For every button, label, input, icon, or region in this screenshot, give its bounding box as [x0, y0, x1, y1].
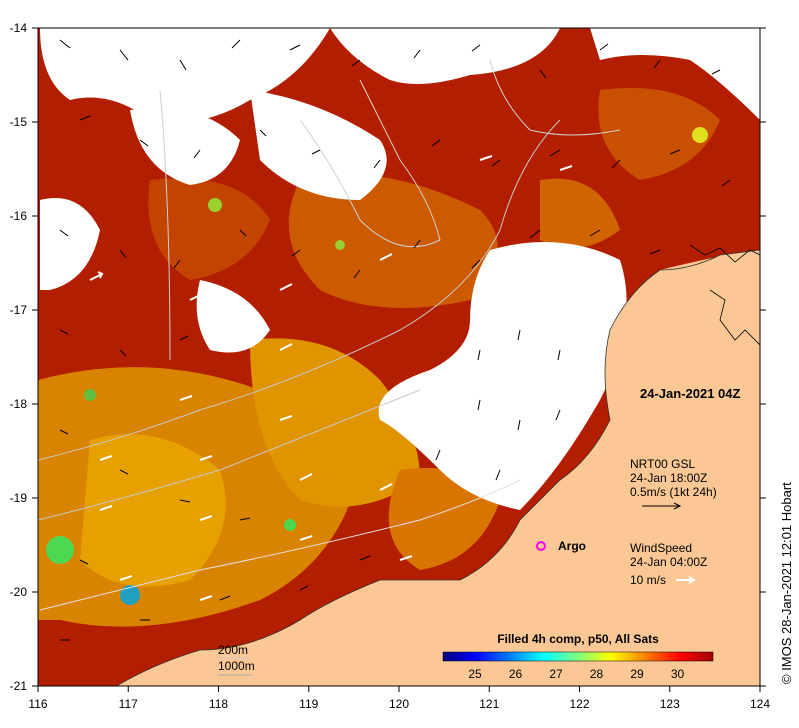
wind-legend-time: 24-Jan 04:00Z [630, 555, 707, 569]
date-label: 24-Jan-2021 04Z [640, 386, 741, 401]
x-tick-label: 118 [209, 697, 228, 711]
x-tick-label: 117 [119, 697, 138, 711]
y-tick-label: -20 [10, 585, 28, 599]
colorbar-tick-label: 28 [590, 667, 604, 681]
depth-legend: 200m 1000m [218, 643, 255, 676]
argo-label: Argo [558, 539, 586, 553]
colorbar-gradient [442, 651, 714, 662]
y-tick-label: -15 [10, 115, 28, 129]
colorbar: Filled 4h comp, p50, All Sats 25 26 27 28 29… [442, 632, 714, 681]
current-scale-arrow-icon [642, 502, 682, 510]
colorbar-tick-label: 26 [509, 667, 523, 681]
contour-1000m [39, 479, 521, 611]
y-tick-label: -19 [10, 491, 28, 505]
coastline [115, 249, 760, 686]
x-tick-label: 121 [479, 697, 499, 711]
colorbar-tick-label: 27 [549, 667, 563, 681]
cloud-cover [40, 28, 330, 123]
colorbar-tick-label: 30 [671, 667, 685, 681]
colorbar-tick-label: 29 [630, 667, 644, 681]
y-tick-label: -17 [10, 303, 28, 317]
colorbar-title: Filled 4h comp, p50, All Sats [497, 632, 659, 646]
plot-area [38, 28, 760, 686]
wind-legend-title: WindSpeed [630, 541, 692, 555]
current-legend-source: NRT00 GSL [630, 457, 695, 471]
wind-legend-scale: 10 m/s [630, 573, 666, 587]
y-tick-label: -14 [10, 21, 28, 35]
land [116, 250, 760, 686]
current-legend-time: 24-Jan 18:00Z [630, 471, 707, 485]
x-tick-label: 119 [299, 697, 318, 711]
y-axis: -14 -15 -16 -17 -18 -19 -20 -21 [10, 21, 766, 693]
depth-legend-200m: 200m [218, 643, 248, 657]
y-tick-label: -21 [10, 679, 28, 693]
x-tick-label: 122 [569, 697, 589, 711]
y-tick-label: -16 [10, 209, 28, 223]
x-tick-label: 123 [660, 697, 680, 711]
colorbar-tick-label: 25 [468, 667, 482, 681]
x-axis: 116 117 118 119 120 121 122 123 124 [28, 686, 770, 711]
current-legend: NRT00 GSL 24-Jan 18:00Z 0.5m/s (1kt 24h) [630, 457, 717, 510]
y-tick-label: -18 [10, 397, 28, 411]
x-tick-label: 116 [28, 697, 47, 711]
contour-200m [38, 119, 561, 461]
x-tick-label: 124 [750, 697, 770, 711]
argo-marker[interactable] [536, 541, 546, 551]
current-legend-scale: 0.5m/s (1kt 24h) [630, 485, 717, 499]
x-tick-label: 120 [389, 697, 409, 711]
wind-scale-arrow-icon [676, 576, 696, 584]
wind-vectors [89, 155, 573, 601]
credit-text: © IMOS 28-Jan-2021 12:01 Hobart [779, 482, 794, 684]
wind-legend: WindSpeed 24-Jan 04:00Z 10 m/s [630, 541, 707, 587]
depth-legend-1000m: 1000m [218, 659, 255, 673]
